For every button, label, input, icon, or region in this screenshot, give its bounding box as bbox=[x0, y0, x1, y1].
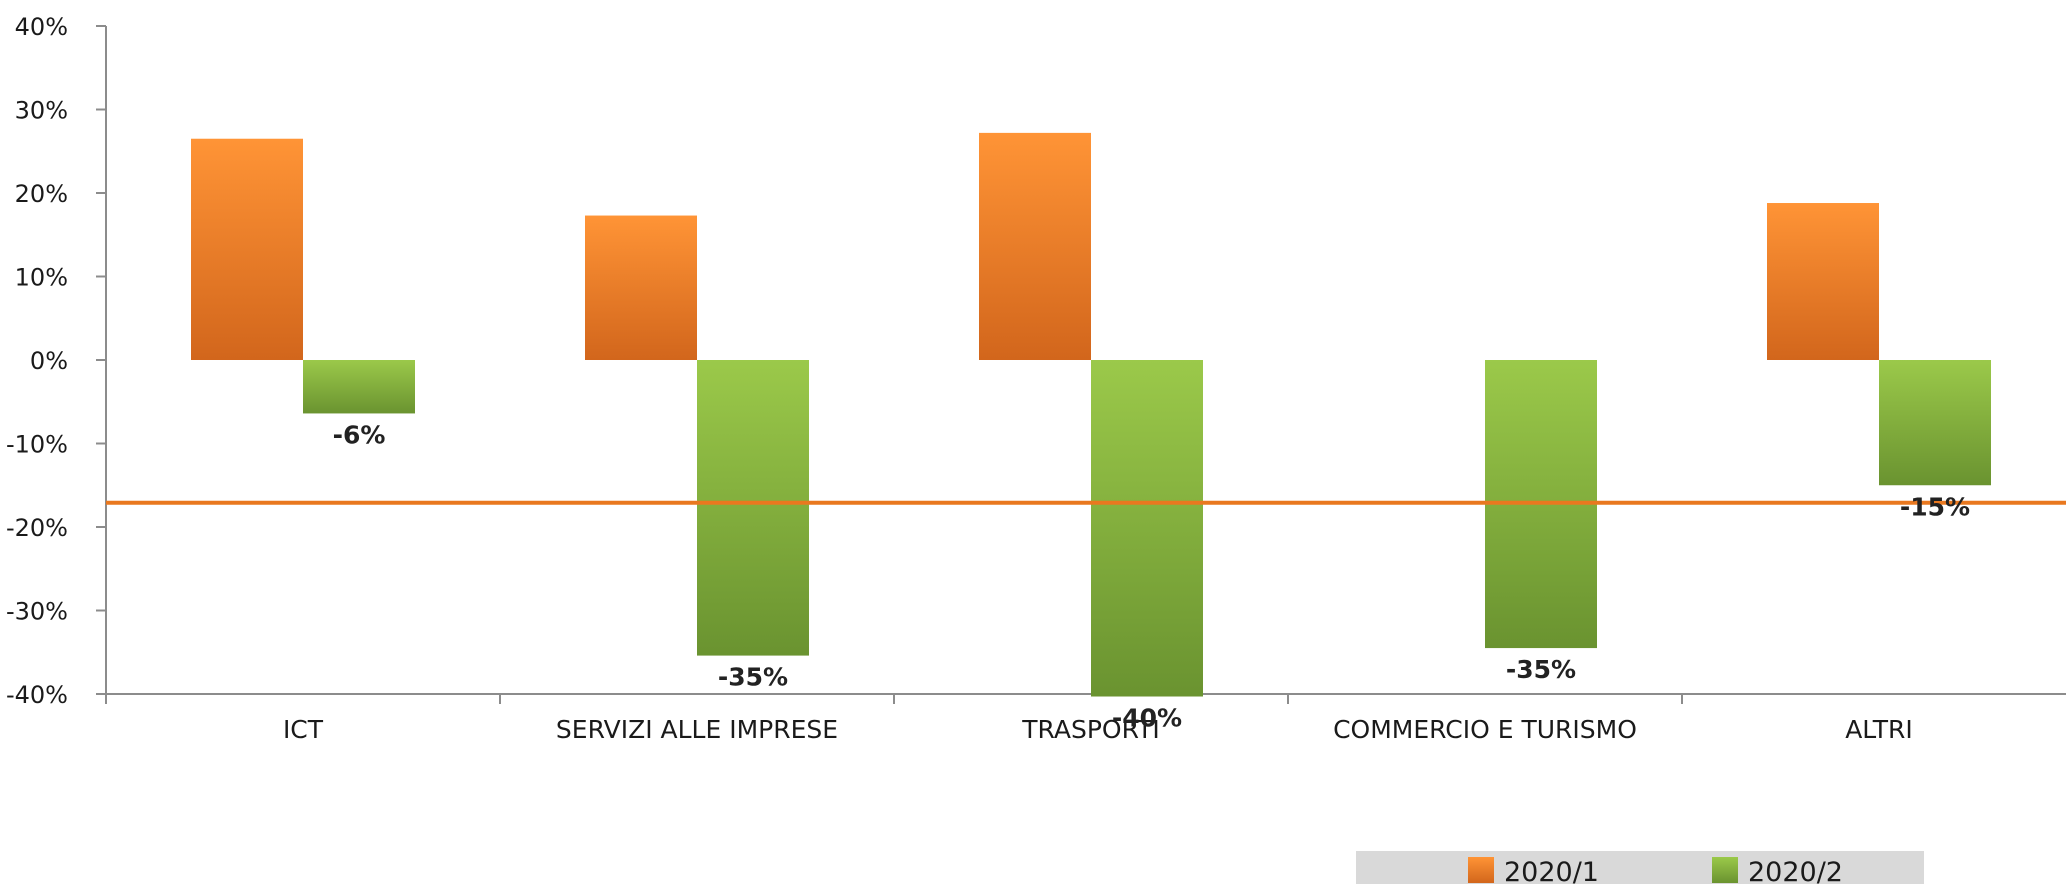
y-tick-label: -20% bbox=[6, 514, 68, 542]
bar-series2 bbox=[303, 360, 415, 414]
bar-series2 bbox=[1091, 360, 1203, 697]
y-tick-label: -30% bbox=[6, 598, 68, 626]
bar-series2 bbox=[697, 360, 809, 656]
y-tick-label: 10% bbox=[15, 264, 68, 292]
bar-series2 bbox=[1879, 360, 1991, 486]
data-label: -40% bbox=[1112, 704, 1182, 733]
y-tick-label: 30% bbox=[15, 97, 68, 125]
data-label: -6% bbox=[333, 420, 386, 449]
data-labels: -6% -35% -40% -35% -15% bbox=[333, 420, 1971, 732]
legend-box bbox=[1356, 851, 1924, 884]
y-tick-label: 40% bbox=[15, 13, 68, 41]
legend: 2020/1 2020/2 bbox=[1356, 851, 1924, 884]
y-tick-label: 0% bbox=[30, 347, 68, 375]
x-axis: ICT SERVIZI ALLE IMPRESE TRASPORTI COMMERCI… bbox=[105, 693, 2066, 744]
bar-series1 bbox=[1767, 203, 1879, 360]
data-label: -35% bbox=[718, 663, 788, 692]
y-tick-label: -40% bbox=[6, 681, 68, 709]
y-axis: 40% 30% 20% 10% 0% -10% -20% -30% -40% bbox=[6, 13, 107, 709]
x-category-label: ICT bbox=[283, 715, 324, 744]
x-category-label: ALTRI bbox=[1845, 715, 1913, 744]
bar-series1 bbox=[585, 215, 697, 360]
x-category-label: SERVIZI ALLE IMPRESE bbox=[556, 715, 838, 744]
legend-swatch bbox=[1712, 857, 1738, 883]
x-category-label: COMMERCIO E TURISMO bbox=[1333, 715, 1637, 744]
x-category-label: TRASPORTI bbox=[1021, 715, 1160, 744]
y-tick-label: -10% bbox=[6, 431, 68, 459]
data-label: -35% bbox=[1506, 655, 1576, 684]
data-label: -15% bbox=[1900, 492, 1970, 521]
bars bbox=[191, 132, 1991, 697]
legend-label: 2020/2 bbox=[1748, 857, 1843, 884]
bar-series1 bbox=[191, 138, 303, 360]
legend-swatch bbox=[1468, 857, 1494, 883]
bar-series1 bbox=[979, 132, 1091, 360]
legend-label: 2020/1 bbox=[1504, 857, 1599, 884]
y-tick-label: 20% bbox=[15, 180, 68, 208]
